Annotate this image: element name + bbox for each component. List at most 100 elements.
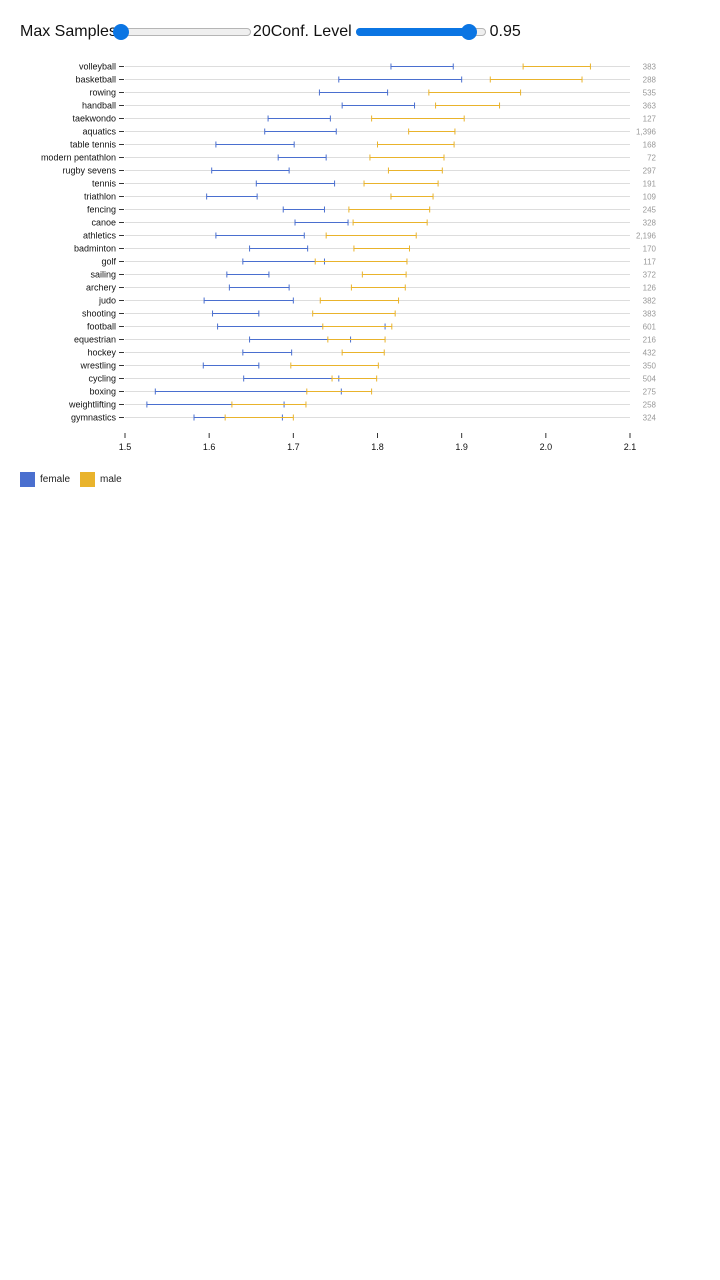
count-label: 245 <box>643 206 657 215</box>
chart-row: equestrian 216 <box>74 335 657 345</box>
chart-row: fencing 245 <box>87 205 657 215</box>
chart-row: canoe 328 <box>91 218 656 228</box>
y-tick-label: hockey <box>87 348 116 358</box>
y-tick-label: equestrian <box>74 335 116 345</box>
chart-row: handball 363 <box>82 101 657 111</box>
count-label: 127 <box>643 115 657 124</box>
y-tick-label: sailing <box>90 270 116 280</box>
chart-row: badminton 170 <box>74 244 657 254</box>
chart-row: cycling 504 <box>88 374 656 384</box>
controls-bar: Max Samples 20 Conf. Level 0.95 <box>20 18 521 46</box>
count-label: 72 <box>647 154 656 163</box>
x-tick-label: 1.5 <box>119 442 132 452</box>
count-label: 216 <box>643 336 657 345</box>
legend-swatch-male <box>80 472 96 487</box>
count-label: 383 <box>643 310 657 319</box>
height-ci-chart: volleyball 383 basketball 288 rowing 535 handb… <box>41 60 657 452</box>
chart-row: athletics 2,196 <box>83 231 657 241</box>
chart-row: taekwondo 127 <box>72 114 656 124</box>
max-samples-slider[interactable] <box>112 24 251 40</box>
x-tick-label: 1.8 <box>371 442 384 452</box>
y-tick-label: modern pentathlon <box>41 153 116 163</box>
y-tick-label: taekwondo <box>72 114 116 124</box>
count-label: 2,196 <box>636 232 657 241</box>
chart-row: aquatics 1,396 <box>82 127 656 137</box>
chart-row: wrestling 350 <box>79 361 656 371</box>
count-label: 328 <box>643 219 657 228</box>
chart-row: hockey 432 <box>87 348 656 358</box>
x-tick-label: 2.0 <box>540 442 553 452</box>
chart-row: modern pentathlon 72 <box>41 153 657 163</box>
y-tick-label: rowing <box>89 88 116 98</box>
y-tick-label: boxing <box>89 387 116 397</box>
chart-row: archery 126 <box>86 283 657 293</box>
y-tick-label: table tennis <box>70 140 117 150</box>
conf-level-value: 0.95 <box>489 23 521 40</box>
y-tick-label: shooting <box>82 309 116 319</box>
y-tick-label: athletics <box>83 231 117 241</box>
count-label: 432 <box>643 349 657 358</box>
count-label: 372 <box>643 271 657 280</box>
legend-item-female: female <box>20 472 70 487</box>
x-tick-label: 1.9 <box>455 442 468 452</box>
count-label: 126 <box>643 284 657 293</box>
y-tick-label: badminton <box>74 244 116 254</box>
chart-row: tennis 191 <box>92 179 657 189</box>
chart-row: judo 382 <box>98 296 657 306</box>
count-label: 383 <box>643 63 657 72</box>
y-tick-label: aquatics <box>82 127 116 137</box>
count-label: 168 <box>643 141 657 150</box>
conf-level-slider-thumb[interactable] <box>460 24 477 40</box>
legend-label-male: male <box>100 474 122 485</box>
y-tick-label: weightlifting <box>68 400 116 410</box>
chart-row: shooting 383 <box>82 309 657 319</box>
conf-level-slider[interactable] <box>355 24 486 40</box>
y-tick-label: golf <box>101 257 116 267</box>
y-tick-label: wrestling <box>79 361 116 371</box>
count-label: 288 <box>643 76 657 85</box>
chart-row: volleyball 383 <box>79 62 657 72</box>
x-tick-label: 2.1 <box>624 442 637 452</box>
chart-row: table tennis 168 <box>70 140 657 150</box>
y-tick-label: canoe <box>91 218 116 228</box>
max-samples-value: 20 <box>252 23 271 40</box>
y-tick-label: football <box>87 322 116 332</box>
y-tick-label: rugby sevens <box>62 166 116 176</box>
legend-label-female: female <box>40 474 71 485</box>
chart-row: basketball 288 <box>75 75 656 85</box>
x-tick-label: 1.7 <box>287 442 300 452</box>
legend-swatch-female <box>20 472 35 487</box>
x-tick-label: 1.6 <box>203 442 216 452</box>
count-label: 109 <box>643 193 657 202</box>
count-label: 535 <box>643 89 657 98</box>
y-tick-label: triathlon <box>84 192 116 202</box>
y-tick-label: tennis <box>92 179 117 189</box>
y-tick-label: volleyball <box>79 62 116 72</box>
y-tick-label: archery <box>86 283 117 293</box>
chart-row: football 601 <box>87 322 657 332</box>
y-tick-label: cycling <box>88 374 116 384</box>
count-label: 601 <box>643 323 657 332</box>
chart-row: rowing 535 <box>89 88 656 98</box>
chart-row: rugby sevens 297 <box>62 166 656 176</box>
count-label: 297 <box>643 167 657 176</box>
legend-item-male: male <box>80 472 122 487</box>
count-label: 382 <box>643 297 657 306</box>
max-samples-slider-thumb[interactable] <box>112 24 129 40</box>
legend: female male <box>20 472 132 487</box>
chart-row: weightlifting 258 <box>68 400 657 410</box>
chart-row: boxing 275 <box>89 387 656 397</box>
count-label: 350 <box>643 362 657 371</box>
count-label: 117 <box>643 258 656 267</box>
count-label: 504 <box>643 375 657 384</box>
max-samples-label: Max Samples <box>20 23 117 40</box>
chart-row: gymnastics 324 <box>71 413 657 423</box>
count-label: 324 <box>643 414 657 423</box>
count-label: 275 <box>643 388 657 397</box>
count-label: 1,396 <box>636 128 657 137</box>
y-tick-label: gymnastics <box>71 413 117 423</box>
count-label: 170 <box>643 245 657 254</box>
count-label: 363 <box>643 102 657 111</box>
count-label: 258 <box>643 401 657 410</box>
conf-level-slider-fill <box>355 28 469 36</box>
